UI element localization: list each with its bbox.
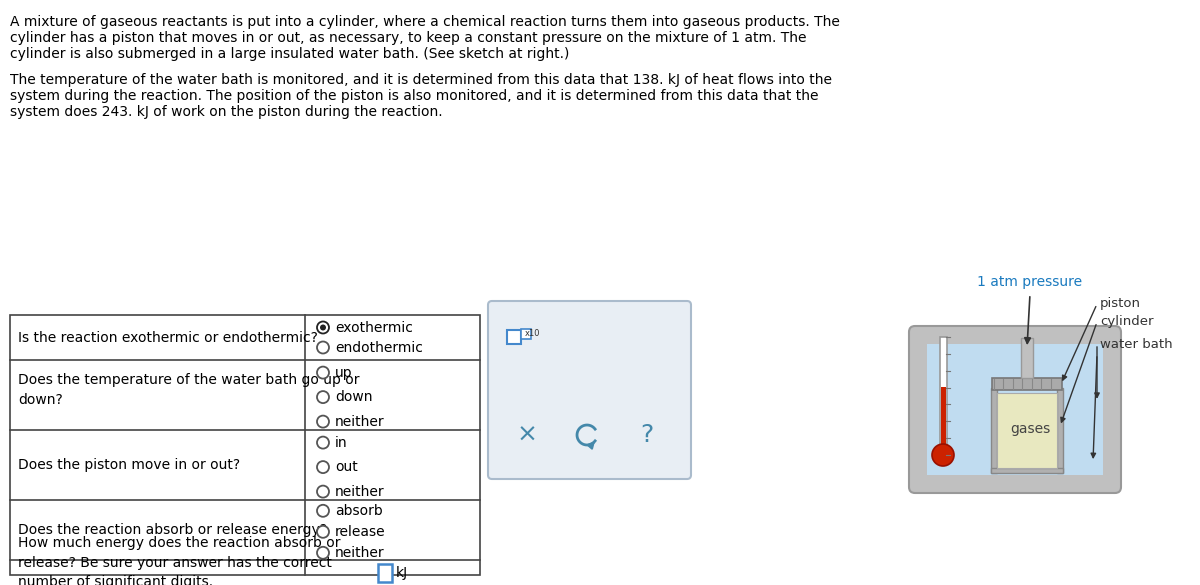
Circle shape — [317, 505, 329, 517]
Circle shape — [317, 461, 329, 473]
Text: absorb: absorb — [335, 504, 383, 518]
Text: water bath: water bath — [1100, 338, 1172, 350]
Bar — [997, 393, 1057, 468]
Text: cylinder: cylinder — [1100, 315, 1153, 329]
Text: neither: neither — [335, 415, 385, 429]
Bar — [991, 388, 997, 473]
Text: system does 243. kJ of work on the piston during the reaction.: system does 243. kJ of work on the pisto… — [10, 105, 443, 119]
Bar — [1057, 388, 1063, 473]
FancyBboxPatch shape — [521, 329, 530, 339]
FancyBboxPatch shape — [508, 330, 521, 344]
Text: piston: piston — [1100, 298, 1141, 311]
Circle shape — [317, 367, 329, 378]
Text: Is the reaction exothermic or endothermic?: Is the reaction exothermic or endothermi… — [18, 331, 318, 345]
FancyBboxPatch shape — [910, 326, 1121, 493]
Text: Does the reaction absorb or release energy?: Does the reaction absorb or release ener… — [18, 523, 326, 537]
Circle shape — [317, 436, 329, 449]
Bar — [992, 378, 1062, 390]
Text: down: down — [335, 390, 372, 404]
Circle shape — [320, 325, 326, 331]
Text: How much energy does the reaction absorb or
release? Be sure your answer has the: How much energy does the reaction absorb… — [18, 536, 341, 585]
Text: release: release — [335, 525, 385, 539]
Text: cylinder has a piston that moves in or out, as necessary, to keep a constant pre: cylinder has a piston that moves in or o… — [10, 31, 806, 45]
Circle shape — [317, 486, 329, 498]
Text: x10: x10 — [526, 329, 540, 339]
FancyBboxPatch shape — [378, 563, 391, 581]
Text: in: in — [335, 436, 348, 450]
Bar — [940, 337, 947, 455]
Text: gases: gases — [1010, 422, 1050, 436]
Text: out: out — [335, 460, 358, 474]
Text: A mixture of gaseous reactants is put into a cylinder, where a chemical reaction: A mixture of gaseous reactants is put in… — [10, 15, 840, 29]
Bar — [928, 344, 1103, 475]
Text: system during the reaction. The position of the piston is also monitored, and it: system during the reaction. The position… — [10, 89, 818, 103]
FancyBboxPatch shape — [488, 301, 691, 479]
Text: Does the piston move in or out?: Does the piston move in or out? — [18, 458, 240, 472]
Circle shape — [317, 415, 329, 428]
Circle shape — [317, 547, 329, 559]
Text: Does the temperature of the water bath go up or
down?: Does the temperature of the water bath g… — [18, 373, 360, 407]
Text: endothermic: endothermic — [335, 340, 422, 355]
Bar — [991, 468, 1063, 473]
Text: ×: × — [516, 423, 538, 447]
Circle shape — [317, 322, 329, 333]
Text: up: up — [335, 366, 353, 380]
Circle shape — [932, 444, 954, 466]
Text: cylinder is also submerged in a large insulated water bath. (See sketch at right: cylinder is also submerged in a large in… — [10, 47, 569, 61]
Bar — [10, 315, 480, 575]
Text: exothermic: exothermic — [335, 321, 413, 335]
Bar — [1021, 338, 1033, 378]
Text: ?: ? — [641, 423, 654, 447]
Circle shape — [317, 391, 329, 403]
Bar — [941, 387, 946, 455]
Text: neither: neither — [335, 484, 385, 498]
Text: 1 atm pressure: 1 atm pressure — [978, 275, 1082, 289]
Text: neither: neither — [335, 546, 385, 560]
Text: The temperature of the water bath is monitored, and it is determined from this d: The temperature of the water bath is mon… — [10, 73, 832, 87]
Text: kJ: kJ — [396, 566, 408, 580]
Circle shape — [317, 342, 329, 353]
Circle shape — [317, 526, 329, 538]
